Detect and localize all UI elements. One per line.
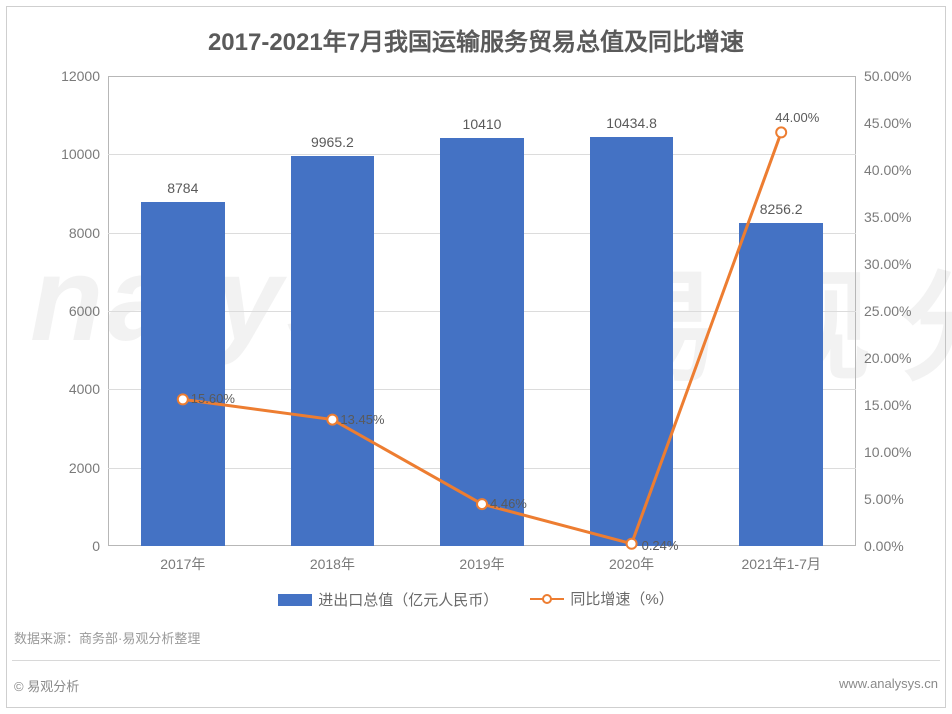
ytick-right: 20.00% [864, 350, 911, 366]
ytick-left: 6000 [69, 303, 100, 319]
legend-item-line: 同比增速（%） [530, 588, 673, 609]
footer-url: www.analysys.cn [839, 676, 938, 691]
xtick: 2019年 [459, 554, 504, 574]
legend-bar-swatch [278, 594, 312, 606]
line-value-label: 4.46% [490, 496, 527, 511]
line-series [108, 76, 856, 546]
divider [12, 660, 940, 661]
line-value-label: 15.60% [191, 391, 235, 406]
ytick-right: 35.00% [864, 209, 911, 225]
legend-bar-label: 进出口总值（亿元人民币） [318, 589, 498, 610]
legend-line-swatch [530, 592, 564, 606]
ytick-right: 45.00% [864, 115, 911, 131]
footer-copyright: © 易观分析 [14, 676, 79, 695]
ytick-right: 50.00% [864, 68, 911, 84]
data-source: 数据来源：商务部·易观分析整理 [14, 628, 200, 647]
chart-title: 2017-2021年7月我国运输服务贸易总值及同比增速 [0, 22, 952, 57]
xtick: 2021年1-7月 [741, 554, 820, 574]
ytick-right: 5.00% [864, 491, 904, 507]
xtick: 2020年 [609, 554, 654, 574]
ytick-right: 30.00% [864, 256, 911, 272]
legend-line-label: 同比增速（%） [570, 588, 673, 609]
line-value-label: 13.45% [340, 412, 384, 427]
line-value-label: 0.24% [642, 538, 679, 553]
ytick-right: 10.00% [864, 444, 911, 460]
legend: 进出口总值（亿元人民币） 同比增速（%） [0, 588, 952, 610]
ytick-left: 12000 [61, 68, 100, 84]
xtick: 2017年 [160, 554, 205, 574]
ytick-left: 4000 [69, 381, 100, 397]
ytick-left: 0 [92, 538, 100, 554]
ytick-left: 2000 [69, 460, 100, 476]
ytick-right: 15.00% [864, 397, 911, 413]
ytick-left: 10000 [61, 146, 100, 162]
ytick-right: 25.00% [864, 303, 911, 319]
line-value-label: 44.00% [775, 110, 819, 125]
xtick: 2018年 [310, 554, 355, 574]
ytick-left: 8000 [69, 225, 100, 241]
ytick-right: 40.00% [864, 162, 911, 178]
ytick-right: 0.00% [864, 538, 904, 554]
legend-item-bar: 进出口总值（亿元人民币） [278, 589, 498, 610]
